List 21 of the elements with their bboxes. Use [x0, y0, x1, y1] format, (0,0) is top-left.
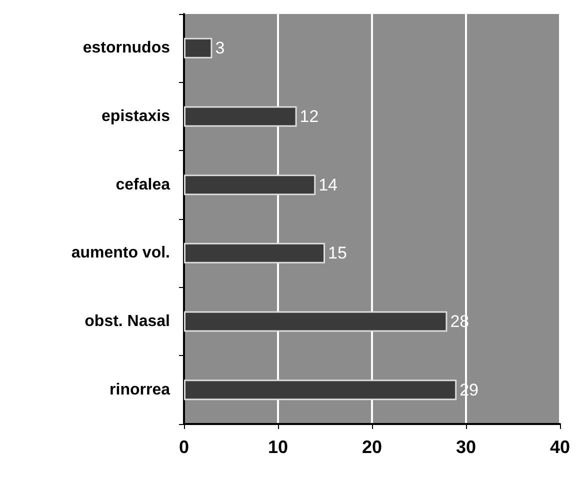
y-tick-label: aumento vol.: [71, 244, 170, 262]
data-label: 15: [328, 244, 347, 263]
y-tick-label: estornudos: [82, 40, 170, 57]
y-tick-label: obst. Nasal: [84, 313, 170, 330]
bar: [184, 174, 316, 196]
x-tick-label: 30: [456, 437, 476, 457]
data-label: 14: [318, 175, 338, 194]
y-tick-label: cefalea: [116, 176, 170, 194]
bar: [184, 106, 297, 127]
bar: [184, 242, 325, 264]
data-label: 3: [215, 38, 225, 58]
bar: [184, 38, 212, 58]
x-tick-label: 10: [268, 437, 288, 457]
bar: [184, 311, 448, 332]
bar: [184, 380, 457, 400]
data-label: 12: [300, 107, 319, 126]
x-tick-label: 40: [550, 437, 570, 457]
y-tick-label: rinorrea: [110, 381, 170, 398]
x-tick-label: 0: [178, 437, 190, 457]
x-tick-label: 20: [362, 437, 382, 457]
y-tick-label: epistaxis: [102, 108, 170, 125]
